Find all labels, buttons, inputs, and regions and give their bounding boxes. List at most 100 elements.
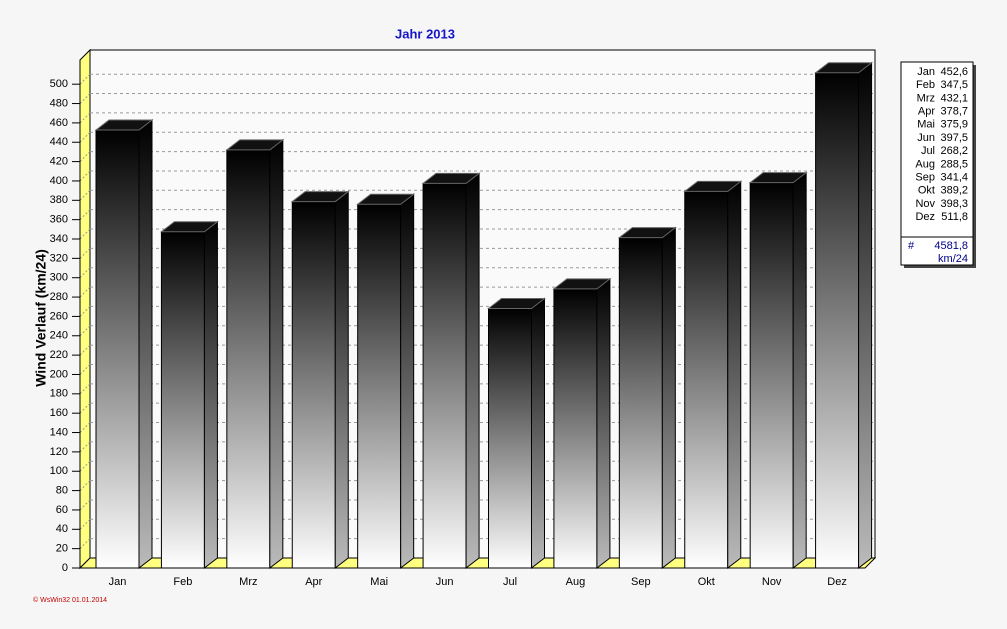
bar-top [356,193,416,205]
y-tick-label: 100 [50,465,68,477]
bar-front [684,190,729,569]
legend-label: Jan [917,66,935,78]
y-tick-label: 500 [50,78,68,90]
y-tick-label: 200 [50,368,68,380]
legend-label: Apr [918,106,935,118]
bar-front [160,231,205,569]
bar-top [814,62,874,74]
legend-value: 452,6 [940,66,968,78]
bar-side [203,220,218,570]
y-tick-label: 460 [50,117,68,129]
legend-value: 288,5 [940,158,968,170]
x-tick-label: Jun [436,576,454,588]
y-tick-label: 360 [50,214,68,226]
bar-side [596,277,611,570]
y-tick-label: 320 [50,252,68,264]
y-tick-label: 240 [50,330,68,342]
bar-side [400,193,415,570]
footer: © WsWin32 01.01.2014 [33,596,107,604]
y-tick-label: 160 [50,407,68,419]
bar-top [94,119,154,131]
y-tick-label: 480 [50,97,68,109]
total-value: 4581,8 [934,240,968,252]
bar-front [618,237,663,569]
bar-top [748,172,808,184]
bar-top [421,172,481,184]
legend-value: 397,5 [940,132,968,144]
chart-title: Jahr 2013 [395,26,455,41]
legend-label: Aug [915,158,935,170]
bar-front [553,288,598,569]
y-tick-label: 440 [50,136,68,148]
bar-front [95,129,140,569]
y-tick-label: 420 [50,156,68,168]
legend-value: 389,2 [940,185,968,197]
x-tick-label: Mrz [239,576,257,588]
y-tick-label: 40 [56,523,68,535]
y-tick-label: 280 [50,291,68,303]
legend-value: 375,9 [940,119,968,131]
side-wall [79,48,91,570]
bar-front [422,182,467,569]
bar-front [815,72,860,569]
bar-side [792,171,807,570]
y-tick-label: 180 [50,388,68,400]
x-tick-label: Dez [827,576,847,588]
y-tick-label: 140 [50,426,68,438]
legend-label: Okt [918,185,935,197]
legend-value: 268,2 [940,145,968,157]
x-tick-label: Okt [698,576,715,588]
x-tick-label: Mai [370,576,388,588]
y-tick-label: 260 [50,310,68,322]
bar-top [552,278,612,290]
bar-top [617,227,677,239]
bar-side [727,180,742,570]
x-tick-label: Feb [173,576,192,588]
legend-label: Feb [916,79,935,91]
back-wall [89,49,876,559]
bar-side [661,226,676,570]
legend-label: Jun [917,132,935,144]
bar-side [858,61,873,570]
legend-label: Nov [915,198,935,210]
legend-label: Jul [921,145,935,157]
x-tick-label: Nov [762,576,782,588]
bar-front [749,182,794,569]
legend-value: 432,1 [940,92,968,104]
y-tick-label: 120 [50,446,68,458]
y-tick-label: 220 [50,349,68,361]
bar-top [225,139,285,151]
y-tick-label: 380 [50,194,68,206]
legend-value: 378,7 [940,106,968,118]
bar-top [290,191,350,203]
x-tick-label: Jul [503,576,517,588]
legend-label: Mrz [917,92,935,104]
legend-value: 511,8 [941,211,968,223]
y-tick-label: 80 [56,484,68,496]
x-tick-label: Jan [109,576,127,588]
total-unit: km/24 [938,253,968,265]
x-tick-label: Apr [305,576,322,588]
y-tick-label: 400 [50,175,68,187]
bar-side [269,138,284,570]
bar-side [138,119,153,570]
bar-top [487,297,546,309]
total-symbol: # [908,240,915,252]
y-tick-label: 300 [50,272,68,284]
legend-value: 398,3 [940,198,968,210]
y-tick-label: 20 [56,543,68,555]
x-tick-label: Sep [631,576,651,588]
bar-side [334,190,349,570]
legend-label: Sep [915,172,935,184]
bar-top [159,221,219,233]
legend-value: 341,4 [940,172,968,184]
bar-front [357,203,402,569]
legend-box [900,61,974,266]
legend-label: Mai [917,119,935,131]
x-tick-label: Aug [566,576,586,588]
legend-label: Dez [915,211,935,223]
bar-front [291,201,336,569]
y-tick-label: 340 [50,233,68,245]
bar-side [465,172,480,570]
